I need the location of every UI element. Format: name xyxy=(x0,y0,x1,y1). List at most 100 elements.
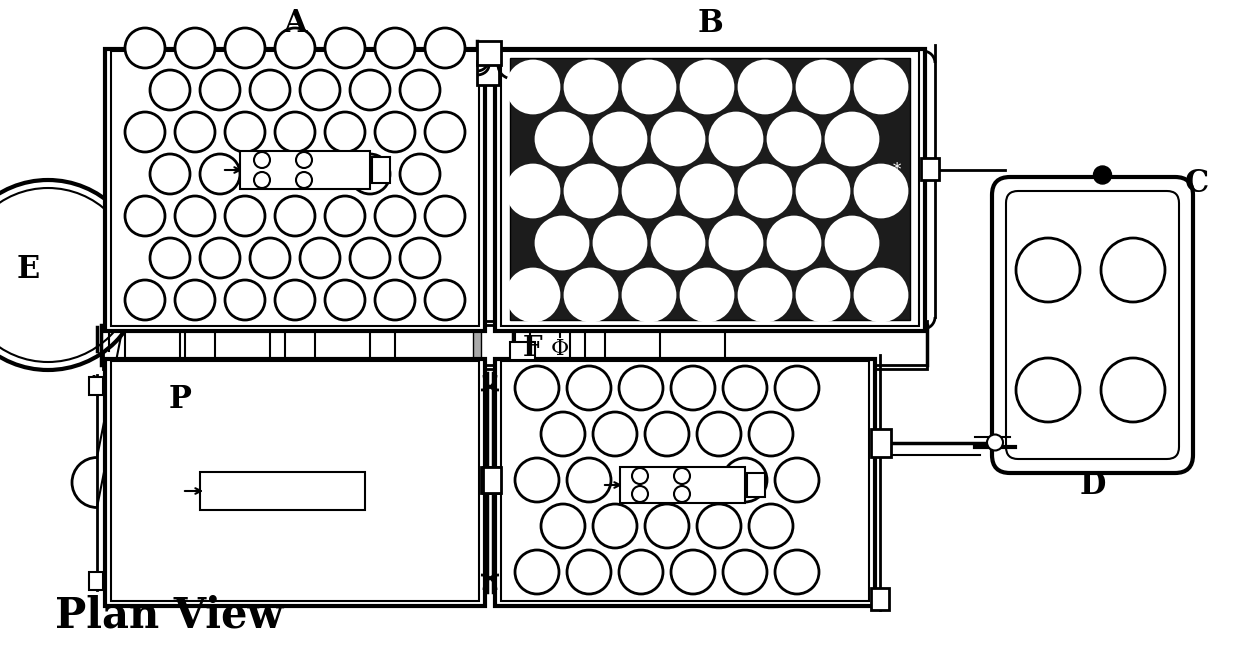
Circle shape xyxy=(681,165,733,217)
Circle shape xyxy=(275,112,315,152)
FancyBboxPatch shape xyxy=(1006,191,1179,459)
Circle shape xyxy=(200,70,241,110)
Circle shape xyxy=(374,280,415,320)
Circle shape xyxy=(175,28,215,68)
Circle shape xyxy=(224,28,265,68)
Circle shape xyxy=(797,61,849,113)
Circle shape xyxy=(681,269,733,321)
Circle shape xyxy=(652,113,704,165)
Circle shape xyxy=(697,504,742,548)
Circle shape xyxy=(671,550,715,594)
Circle shape xyxy=(749,504,794,548)
Circle shape xyxy=(1101,358,1166,422)
Bar xyxy=(112,51,479,326)
Circle shape xyxy=(749,412,794,456)
Circle shape xyxy=(987,434,1003,451)
Circle shape xyxy=(175,196,215,236)
Circle shape xyxy=(515,550,559,594)
Bar xyxy=(477,61,498,85)
Circle shape xyxy=(515,366,559,410)
Circle shape xyxy=(401,154,440,194)
Circle shape xyxy=(594,217,646,269)
Circle shape xyxy=(619,550,663,594)
Circle shape xyxy=(250,238,290,278)
Circle shape xyxy=(200,238,241,278)
Circle shape xyxy=(275,196,315,236)
Bar xyxy=(484,466,501,493)
Bar xyxy=(125,331,180,359)
Circle shape xyxy=(711,217,763,269)
Circle shape xyxy=(565,269,618,321)
Circle shape xyxy=(565,165,618,217)
Circle shape xyxy=(856,165,906,217)
Circle shape xyxy=(739,61,791,113)
Bar xyxy=(215,331,270,359)
Circle shape xyxy=(374,196,415,236)
Circle shape xyxy=(401,70,440,110)
Circle shape xyxy=(296,172,312,188)
Bar xyxy=(495,359,875,606)
Circle shape xyxy=(681,61,733,113)
Circle shape xyxy=(425,196,465,236)
Circle shape xyxy=(401,238,440,278)
Circle shape xyxy=(0,188,135,362)
Circle shape xyxy=(768,113,820,165)
Circle shape xyxy=(1094,166,1111,184)
Circle shape xyxy=(711,113,763,165)
Bar xyxy=(495,49,925,331)
Circle shape xyxy=(350,154,391,194)
Circle shape xyxy=(697,412,742,456)
Text: B: B xyxy=(697,7,723,39)
Circle shape xyxy=(775,366,818,410)
Bar xyxy=(481,466,498,493)
Text: P: P xyxy=(169,384,191,415)
Circle shape xyxy=(541,504,585,548)
Circle shape xyxy=(567,458,611,502)
Bar xyxy=(510,342,534,360)
Text: *: * xyxy=(893,162,901,179)
Bar xyxy=(501,361,869,601)
Circle shape xyxy=(125,28,165,68)
Circle shape xyxy=(723,458,768,502)
Circle shape xyxy=(567,366,611,410)
Text: Plan View: Plan View xyxy=(55,595,283,637)
Circle shape xyxy=(622,165,675,217)
Circle shape xyxy=(125,280,165,320)
Circle shape xyxy=(254,172,270,188)
Circle shape xyxy=(507,61,559,113)
Circle shape xyxy=(671,366,715,410)
Circle shape xyxy=(536,113,588,165)
Circle shape xyxy=(632,468,649,484)
Circle shape xyxy=(325,196,365,236)
Circle shape xyxy=(275,28,315,68)
Circle shape xyxy=(0,180,143,370)
Text: D: D xyxy=(1079,470,1106,500)
Circle shape xyxy=(739,165,791,217)
Text: Φ: Φ xyxy=(551,338,569,360)
Circle shape xyxy=(175,112,215,152)
Text: C: C xyxy=(1185,168,1209,198)
Bar xyxy=(241,151,370,189)
Text: F: F xyxy=(523,335,543,362)
Circle shape xyxy=(425,280,465,320)
Bar xyxy=(315,331,370,359)
Circle shape xyxy=(536,217,588,269)
Circle shape xyxy=(175,280,215,320)
Circle shape xyxy=(797,165,849,217)
Circle shape xyxy=(675,468,689,484)
Circle shape xyxy=(1101,238,1166,302)
Circle shape xyxy=(224,196,265,236)
FancyBboxPatch shape xyxy=(992,177,1193,473)
Circle shape xyxy=(150,70,190,110)
Circle shape xyxy=(224,280,265,320)
Circle shape xyxy=(224,112,265,152)
Bar xyxy=(501,51,919,326)
Circle shape xyxy=(250,70,290,110)
Circle shape xyxy=(350,70,391,110)
Circle shape xyxy=(593,504,637,548)
Circle shape xyxy=(856,61,906,113)
Circle shape xyxy=(622,269,675,321)
Circle shape xyxy=(254,152,270,168)
Circle shape xyxy=(374,112,415,152)
Circle shape xyxy=(1016,238,1080,302)
